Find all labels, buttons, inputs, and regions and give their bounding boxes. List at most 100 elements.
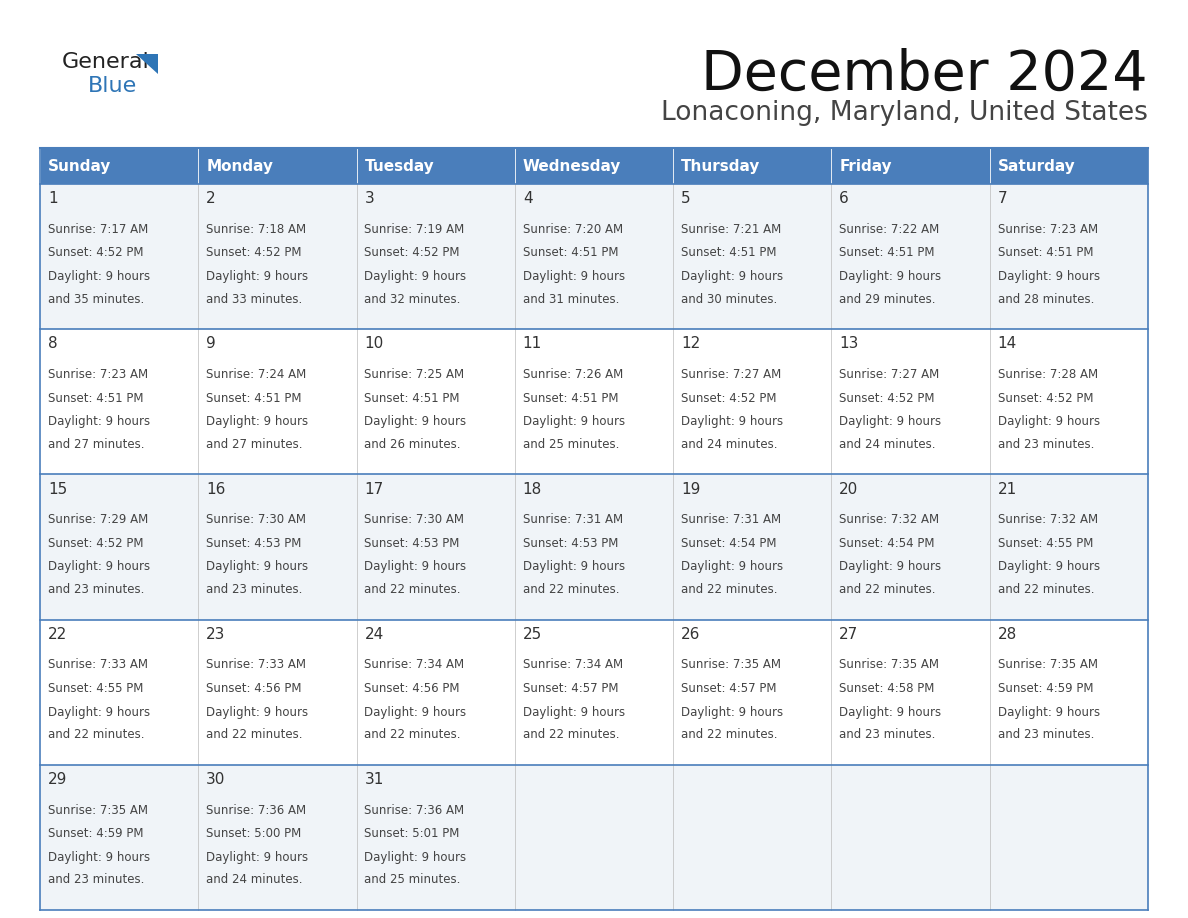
Text: Sunset: 4:58 PM: Sunset: 4:58 PM xyxy=(840,682,935,695)
Text: 14: 14 xyxy=(998,337,1017,352)
Text: 10: 10 xyxy=(365,337,384,352)
Text: Sunrise: 7:30 AM: Sunrise: 7:30 AM xyxy=(207,513,307,526)
Text: 22: 22 xyxy=(48,627,68,642)
Text: 31: 31 xyxy=(365,772,384,787)
Text: Sunrise: 7:35 AM: Sunrise: 7:35 AM xyxy=(840,658,940,671)
Bar xyxy=(514,148,674,184)
Text: Sunset: 4:56 PM: Sunset: 4:56 PM xyxy=(207,682,302,695)
Text: 21: 21 xyxy=(998,482,1017,497)
Text: 18: 18 xyxy=(523,482,542,497)
Text: and 23 minutes.: and 23 minutes. xyxy=(48,873,144,887)
Text: Daylight: 9 hours: Daylight: 9 hours xyxy=(48,851,150,864)
Text: and 22 minutes.: and 22 minutes. xyxy=(523,583,619,596)
Bar xyxy=(198,475,356,620)
Bar xyxy=(40,765,198,910)
Bar xyxy=(832,184,990,330)
Text: Daylight: 9 hours: Daylight: 9 hours xyxy=(681,560,783,574)
Text: 11: 11 xyxy=(523,337,542,352)
Text: Sunset: 4:56 PM: Sunset: 4:56 PM xyxy=(365,682,460,695)
Text: Daylight: 9 hours: Daylight: 9 hours xyxy=(840,706,941,719)
Text: and 22 minutes.: and 22 minutes. xyxy=(365,583,461,596)
Text: and 27 minutes.: and 27 minutes. xyxy=(207,438,303,451)
Text: General: General xyxy=(62,52,150,72)
Text: 20: 20 xyxy=(840,482,859,497)
Text: Sunset: 4:51 PM: Sunset: 4:51 PM xyxy=(365,392,460,405)
Text: Sunset: 4:59 PM: Sunset: 4:59 PM xyxy=(998,682,1093,695)
Bar xyxy=(198,330,356,475)
Text: Daylight: 9 hours: Daylight: 9 hours xyxy=(48,560,150,574)
Text: and 23 minutes.: and 23 minutes. xyxy=(998,438,1094,451)
Text: and 23 minutes.: and 23 minutes. xyxy=(840,728,936,741)
Text: 3: 3 xyxy=(365,191,374,207)
Text: 30: 30 xyxy=(207,772,226,787)
Text: Sunset: 4:52 PM: Sunset: 4:52 PM xyxy=(998,392,1093,405)
Text: and 29 minutes.: and 29 minutes. xyxy=(840,293,936,306)
Text: and 22 minutes.: and 22 minutes. xyxy=(365,728,461,741)
Text: 13: 13 xyxy=(840,337,859,352)
Text: Sunset: 4:52 PM: Sunset: 4:52 PM xyxy=(840,392,935,405)
Text: Sunrise: 7:35 AM: Sunrise: 7:35 AM xyxy=(998,658,1098,671)
Text: Sunset: 4:59 PM: Sunset: 4:59 PM xyxy=(48,827,144,840)
Bar xyxy=(674,475,832,620)
Bar xyxy=(990,765,1148,910)
Bar xyxy=(198,148,356,184)
Bar xyxy=(356,184,514,330)
Text: Sunrise: 7:18 AM: Sunrise: 7:18 AM xyxy=(207,223,307,236)
Text: Sunrise: 7:23 AM: Sunrise: 7:23 AM xyxy=(998,223,1098,236)
Text: Sunset: 4:52 PM: Sunset: 4:52 PM xyxy=(48,246,144,260)
Text: Daylight: 9 hours: Daylight: 9 hours xyxy=(365,270,467,283)
Text: and 28 minutes.: and 28 minutes. xyxy=(998,293,1094,306)
Text: Sunset: 4:51 PM: Sunset: 4:51 PM xyxy=(523,246,618,260)
Text: Sunrise: 7:32 AM: Sunrise: 7:32 AM xyxy=(998,513,1098,526)
Text: Sunset: 4:52 PM: Sunset: 4:52 PM xyxy=(365,246,460,260)
Text: Sunrise: 7:17 AM: Sunrise: 7:17 AM xyxy=(48,223,148,236)
Text: Sunrise: 7:29 AM: Sunrise: 7:29 AM xyxy=(48,513,148,526)
Text: Sunset: 4:51 PM: Sunset: 4:51 PM xyxy=(207,392,302,405)
Text: 26: 26 xyxy=(681,627,701,642)
Text: Daylight: 9 hours: Daylight: 9 hours xyxy=(998,560,1100,574)
Bar xyxy=(832,330,990,475)
Text: Sunrise: 7:27 AM: Sunrise: 7:27 AM xyxy=(681,368,782,381)
Text: 25: 25 xyxy=(523,627,542,642)
Text: and 22 minutes.: and 22 minutes. xyxy=(523,728,619,741)
Text: Daylight: 9 hours: Daylight: 9 hours xyxy=(365,851,467,864)
Text: and 23 minutes.: and 23 minutes. xyxy=(998,728,1094,741)
Text: Sunset: 4:53 PM: Sunset: 4:53 PM xyxy=(523,537,618,550)
Text: 7: 7 xyxy=(998,191,1007,207)
Text: and 33 minutes.: and 33 minutes. xyxy=(207,293,303,306)
Text: Sunrise: 7:36 AM: Sunrise: 7:36 AM xyxy=(207,803,307,817)
Text: Daylight: 9 hours: Daylight: 9 hours xyxy=(998,415,1100,428)
Bar xyxy=(356,765,514,910)
Text: Daylight: 9 hours: Daylight: 9 hours xyxy=(207,851,309,864)
Text: Sunset: 5:00 PM: Sunset: 5:00 PM xyxy=(207,827,302,840)
Text: Sunset: 4:51 PM: Sunset: 4:51 PM xyxy=(840,246,935,260)
Bar xyxy=(832,765,990,910)
Text: Sunrise: 7:36 AM: Sunrise: 7:36 AM xyxy=(365,803,465,817)
Text: Daylight: 9 hours: Daylight: 9 hours xyxy=(840,415,941,428)
Text: Sunset: 5:01 PM: Sunset: 5:01 PM xyxy=(365,827,460,840)
Text: Daylight: 9 hours: Daylight: 9 hours xyxy=(998,270,1100,283)
Bar xyxy=(40,148,198,184)
Bar xyxy=(356,475,514,620)
Text: Sunrise: 7:35 AM: Sunrise: 7:35 AM xyxy=(681,658,781,671)
Text: Sunset: 4:52 PM: Sunset: 4:52 PM xyxy=(48,537,144,550)
Text: 12: 12 xyxy=(681,337,700,352)
Text: and 35 minutes.: and 35 minutes. xyxy=(48,293,144,306)
Text: Daylight: 9 hours: Daylight: 9 hours xyxy=(681,270,783,283)
Text: 1: 1 xyxy=(48,191,57,207)
Bar xyxy=(832,475,990,620)
Text: 16: 16 xyxy=(207,482,226,497)
Bar xyxy=(514,765,674,910)
Text: Daylight: 9 hours: Daylight: 9 hours xyxy=(207,270,309,283)
Bar xyxy=(40,184,198,330)
Text: 23: 23 xyxy=(207,627,226,642)
Text: Sunrise: 7:24 AM: Sunrise: 7:24 AM xyxy=(207,368,307,381)
Text: and 30 minutes.: and 30 minutes. xyxy=(681,293,777,306)
Text: Sunrise: 7:28 AM: Sunrise: 7:28 AM xyxy=(998,368,1098,381)
Text: Daylight: 9 hours: Daylight: 9 hours xyxy=(207,560,309,574)
Bar xyxy=(514,184,674,330)
Bar xyxy=(674,184,832,330)
Text: Daylight: 9 hours: Daylight: 9 hours xyxy=(48,415,150,428)
Text: and 22 minutes.: and 22 minutes. xyxy=(207,728,303,741)
Text: Saturday: Saturday xyxy=(998,159,1075,174)
